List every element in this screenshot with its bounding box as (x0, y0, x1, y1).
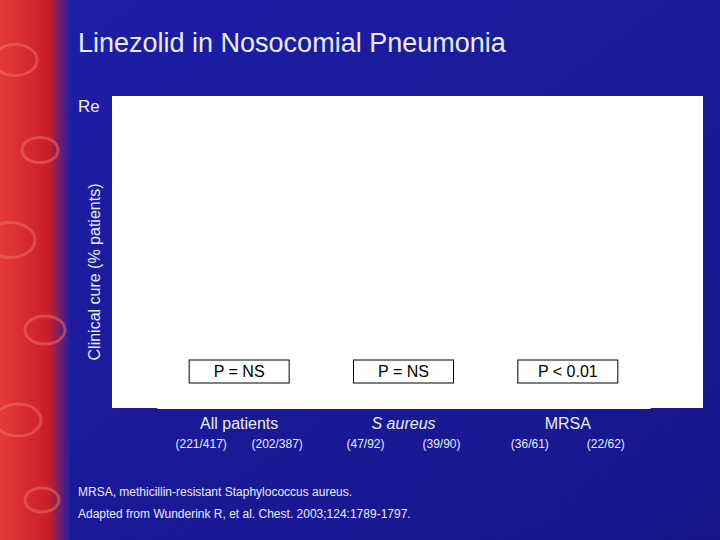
count-label: (221/417) (175, 437, 226, 451)
blood-cell (0, 45, 37, 76)
count-label: (36/61) (511, 437, 549, 451)
blood-cell (25, 316, 65, 344)
p-value-box (189, 360, 289, 383)
x-axis-line (158, 408, 651, 409)
p-value-label: P = NS (378, 363, 429, 380)
x-axis: All patients S aureus MRSA (158, 408, 651, 432)
count-label: (47/92) (346, 437, 384, 451)
x-tick: MRSA (545, 408, 592, 432)
blood-cell (0, 404, 41, 436)
subtitle: Re (78, 97, 100, 116)
x-tick: All patients (200, 408, 278, 432)
blood-cell (25, 488, 59, 512)
x-tick-label: MRSA (545, 415, 592, 432)
p-value-label: P = NS (214, 363, 265, 380)
p-value-box (354, 360, 454, 383)
title: Linezolid in Nosocomial Pneumonia (78, 28, 507, 58)
plot-area (112, 96, 703, 408)
x-tick-label: All patients (200, 415, 278, 432)
blood-cell (0, 223, 35, 258)
count-label: (22/62) (587, 437, 625, 451)
footnote: Adapted from Wunderink R, et al. Chest. … (78, 507, 411, 521)
count-label: (39/90) (422, 437, 460, 451)
background (0, 0, 720, 540)
count-label: (202/387) (251, 437, 302, 451)
x-tick: S aureus (371, 408, 435, 432)
p-value-box (518, 360, 618, 383)
slide: Linezolid in Nosocomial Pneumonia Re Clini… (0, 0, 720, 540)
side-strip (0, 0, 70, 540)
x-tick-label: S aureus (371, 415, 435, 432)
footnote: MRSA, methicillin-resistant Staphylococc… (78, 485, 352, 499)
blood-cell (22, 137, 58, 162)
p-value-label: P < 0.01 (538, 363, 598, 380)
y-axis-label: Clinical cure (% patients) (86, 184, 103, 361)
